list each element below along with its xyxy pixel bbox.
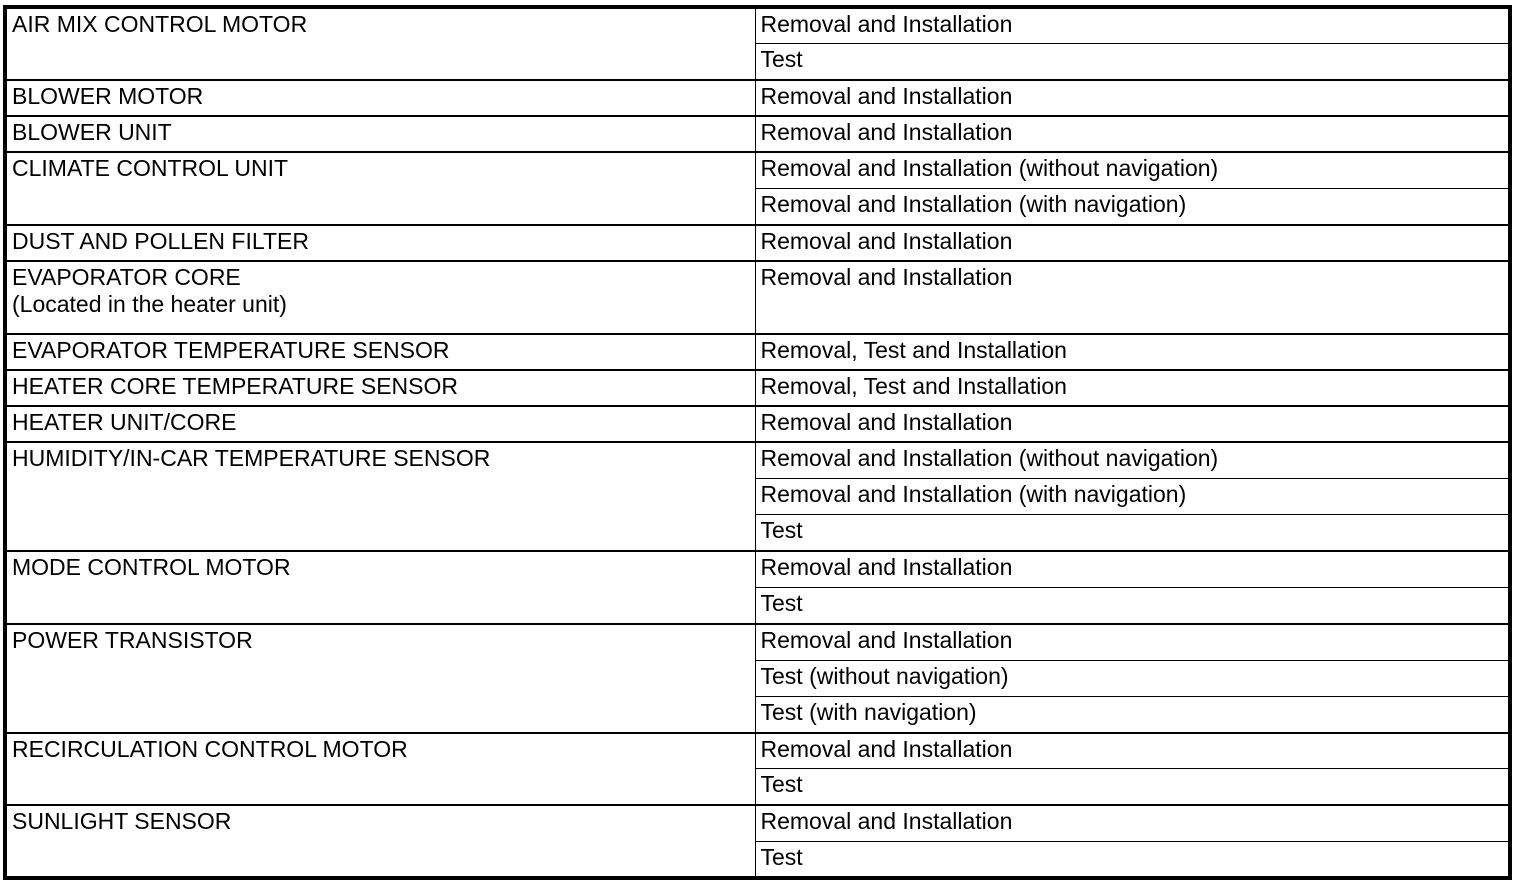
table-row: AIR MIX CONTROL MOTOR Removal and Instal… [4,5,1511,81]
procedure-cell: Test (without navigation) [754,659,1511,697]
component-name: EVAPORATOR CORE [12,263,241,290]
table-row: BLOWER UNIT Removal and Installation [4,114,1511,153]
table-row: DUST AND POLLEN FILTER Removal and Insta… [4,223,1511,262]
procedure-cell: Removal and Installation (without naviga… [754,441,1511,480]
table-row: Removal and Installation (with navigatio… [5,478,1511,516]
component-cell: CLIMATE CONTROL UNIT [4,151,756,226]
procedure-cell: Removal and Installation [754,405,1511,443]
table-row: CLIMATE CONTROL UNIT Removal and Install… [4,151,1511,226]
procedure-cell: Removal and Installation [754,5,1511,44]
table-row: Test (without navigation) [5,659,1511,697]
component-cell: BLOWER MOTOR [4,78,756,117]
table-row: Removal and Installation (with navigatio… [5,187,1511,226]
component-cell: AIR MIX CONTROL MOTOR [4,6,756,81]
component-cell: HEATER UNIT/CORE [4,405,756,443]
procedure-cell: Test [754,840,1511,879]
component-cell: RECIRCULATION CONTROL MOTOR [4,731,756,806]
procedure-cell: Removal and Installation [754,804,1511,842]
procedure-cell: Removal, Test and Installation [754,332,1511,371]
component-cell: POWER TRANSISTOR [4,622,756,734]
procedure-cell: Test [754,514,1511,552]
procedure-cell: Test (with navigation) [754,695,1511,734]
table-row: MODE CONTROL MOTOR Removal and Installat… [4,550,1511,625]
procedure-cell: Removal and Installation [754,731,1511,770]
procedure-cell: Test [754,768,1511,806]
component-cell: MODE CONTROL MOTOR [4,550,756,625]
component-cell: SUNLIGHT SENSOR [4,804,756,879]
procedure-cell: Removal and Installation (without naviga… [754,151,1511,189]
component-cell: HUMIDITY/IN-CAR TEMPERATURE SENSOR [4,441,756,552]
component-cell: BLOWER UNIT [4,114,756,153]
table-row: HEATER UNIT/CORE Removal and Installatio… [4,405,1511,443]
table-row: SUNLIGHT SENSOR Removal and Installation [4,804,1511,879]
procedure-cell: Removal and Installation [754,78,1511,117]
procedure-cell: Removal and Installation [754,622,1511,661]
table-row: EVAPORATOR CORE (Located in the heater u… [4,259,1511,335]
procedure-cell: Removal and Installation (with navigatio… [754,478,1511,516]
service-procedures-table: AIR MIX CONTROL MOTOR Removal and Instal… [3,5,1512,880]
table-row: BLOWER MOTOR Removal and Installation [4,78,1511,117]
table-row: Test [5,840,1511,879]
component-cell: EVAPORATOR TEMPERATURE SENSOR [4,332,756,371]
component-note: (Located in the heater unit) [12,290,287,317]
procedure-cell: Test [754,42,1511,81]
procedure-cell: Removal and Installation [754,114,1511,153]
procedure-cell: Removal and Installation (with navigatio… [754,187,1511,226]
table-row: RECIRCULATION CONTROL MOTOR Removal and … [4,731,1511,806]
component-cell: EVAPORATOR CORE (Located in the heater u… [4,259,756,335]
procedure-cell: Removal and Installation [754,223,1511,262]
procedure-cell: Removal, Test and Installation [754,368,1511,407]
table-row: EVAPORATOR TEMPERATURE SENSOR Removal, T… [4,332,1511,371]
procedure-cell: Test [754,587,1511,625]
procedure-cell: Removal and Installation [754,259,1511,335]
table-row: HEATER CORE TEMPERATURE SENSOR Removal, … [4,368,1511,407]
table-row: HUMIDITY/IN-CAR TEMPERATURE SENSOR Remov… [4,441,1511,552]
component-cell: DUST AND POLLEN FILTER [4,223,756,262]
component-cell: HEATER CORE TEMPERATURE SENSOR [4,368,756,407]
procedure-cell: Removal and Installation [754,550,1511,589]
table-row: POWER TRANSISTOR Removal and Installatio… [4,622,1511,734]
